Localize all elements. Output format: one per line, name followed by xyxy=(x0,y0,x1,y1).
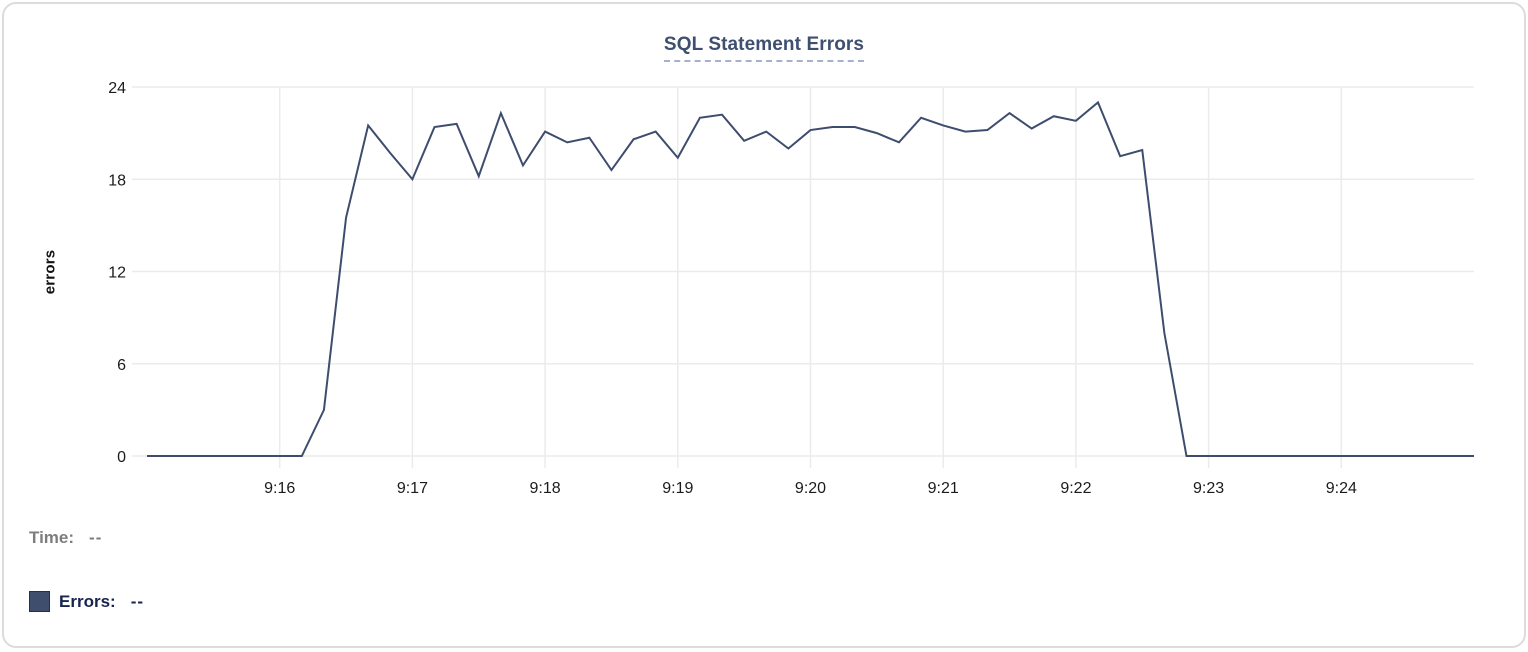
y-tick-label: 6 xyxy=(117,357,126,374)
x-tick-label: 9:24 xyxy=(1326,480,1357,497)
x-tick-label: 9:21 xyxy=(928,480,959,497)
errors-series-swatch xyxy=(29,591,50,612)
chart-header: SQL Statement Errors xyxy=(4,34,1524,62)
legend-errors-value: -- xyxy=(130,591,145,611)
y-tick-label: 24 xyxy=(108,80,126,97)
x-tick-label: 9:22 xyxy=(1060,480,1091,497)
x-tick-label: 9:18 xyxy=(530,480,561,497)
hover-time-value: -- xyxy=(89,528,103,547)
hover-time-label: Time: xyxy=(29,528,75,547)
x-tick-label: 9:23 xyxy=(1193,480,1224,497)
y-axis-title: errors xyxy=(41,249,59,295)
errors-series-line xyxy=(147,100,1474,457)
x-tick-label: 9:20 xyxy=(795,480,826,497)
hover-time-row: Time: -- xyxy=(29,528,102,548)
y-tick-label: 18 xyxy=(108,172,126,189)
y-tick-label: 0 xyxy=(117,449,126,466)
x-tick-label: 9:19 xyxy=(662,480,693,497)
legend-errors-label: Errors: xyxy=(59,591,116,611)
errors-line-chart[interactable]: 0 6 12 18 24 9:16 9:17 9:18 9:19 9:20 9:21 9:22 9:23… xyxy=(4,4,1528,514)
x-tick-label: 9:17 xyxy=(397,480,428,497)
chart-title[interactable]: SQL Statement Errors xyxy=(663,34,865,62)
x-tick-label: 9:16 xyxy=(264,480,295,497)
legend-errors-row: Errors: -- xyxy=(29,591,144,612)
y-tick-label: 12 xyxy=(108,265,126,282)
